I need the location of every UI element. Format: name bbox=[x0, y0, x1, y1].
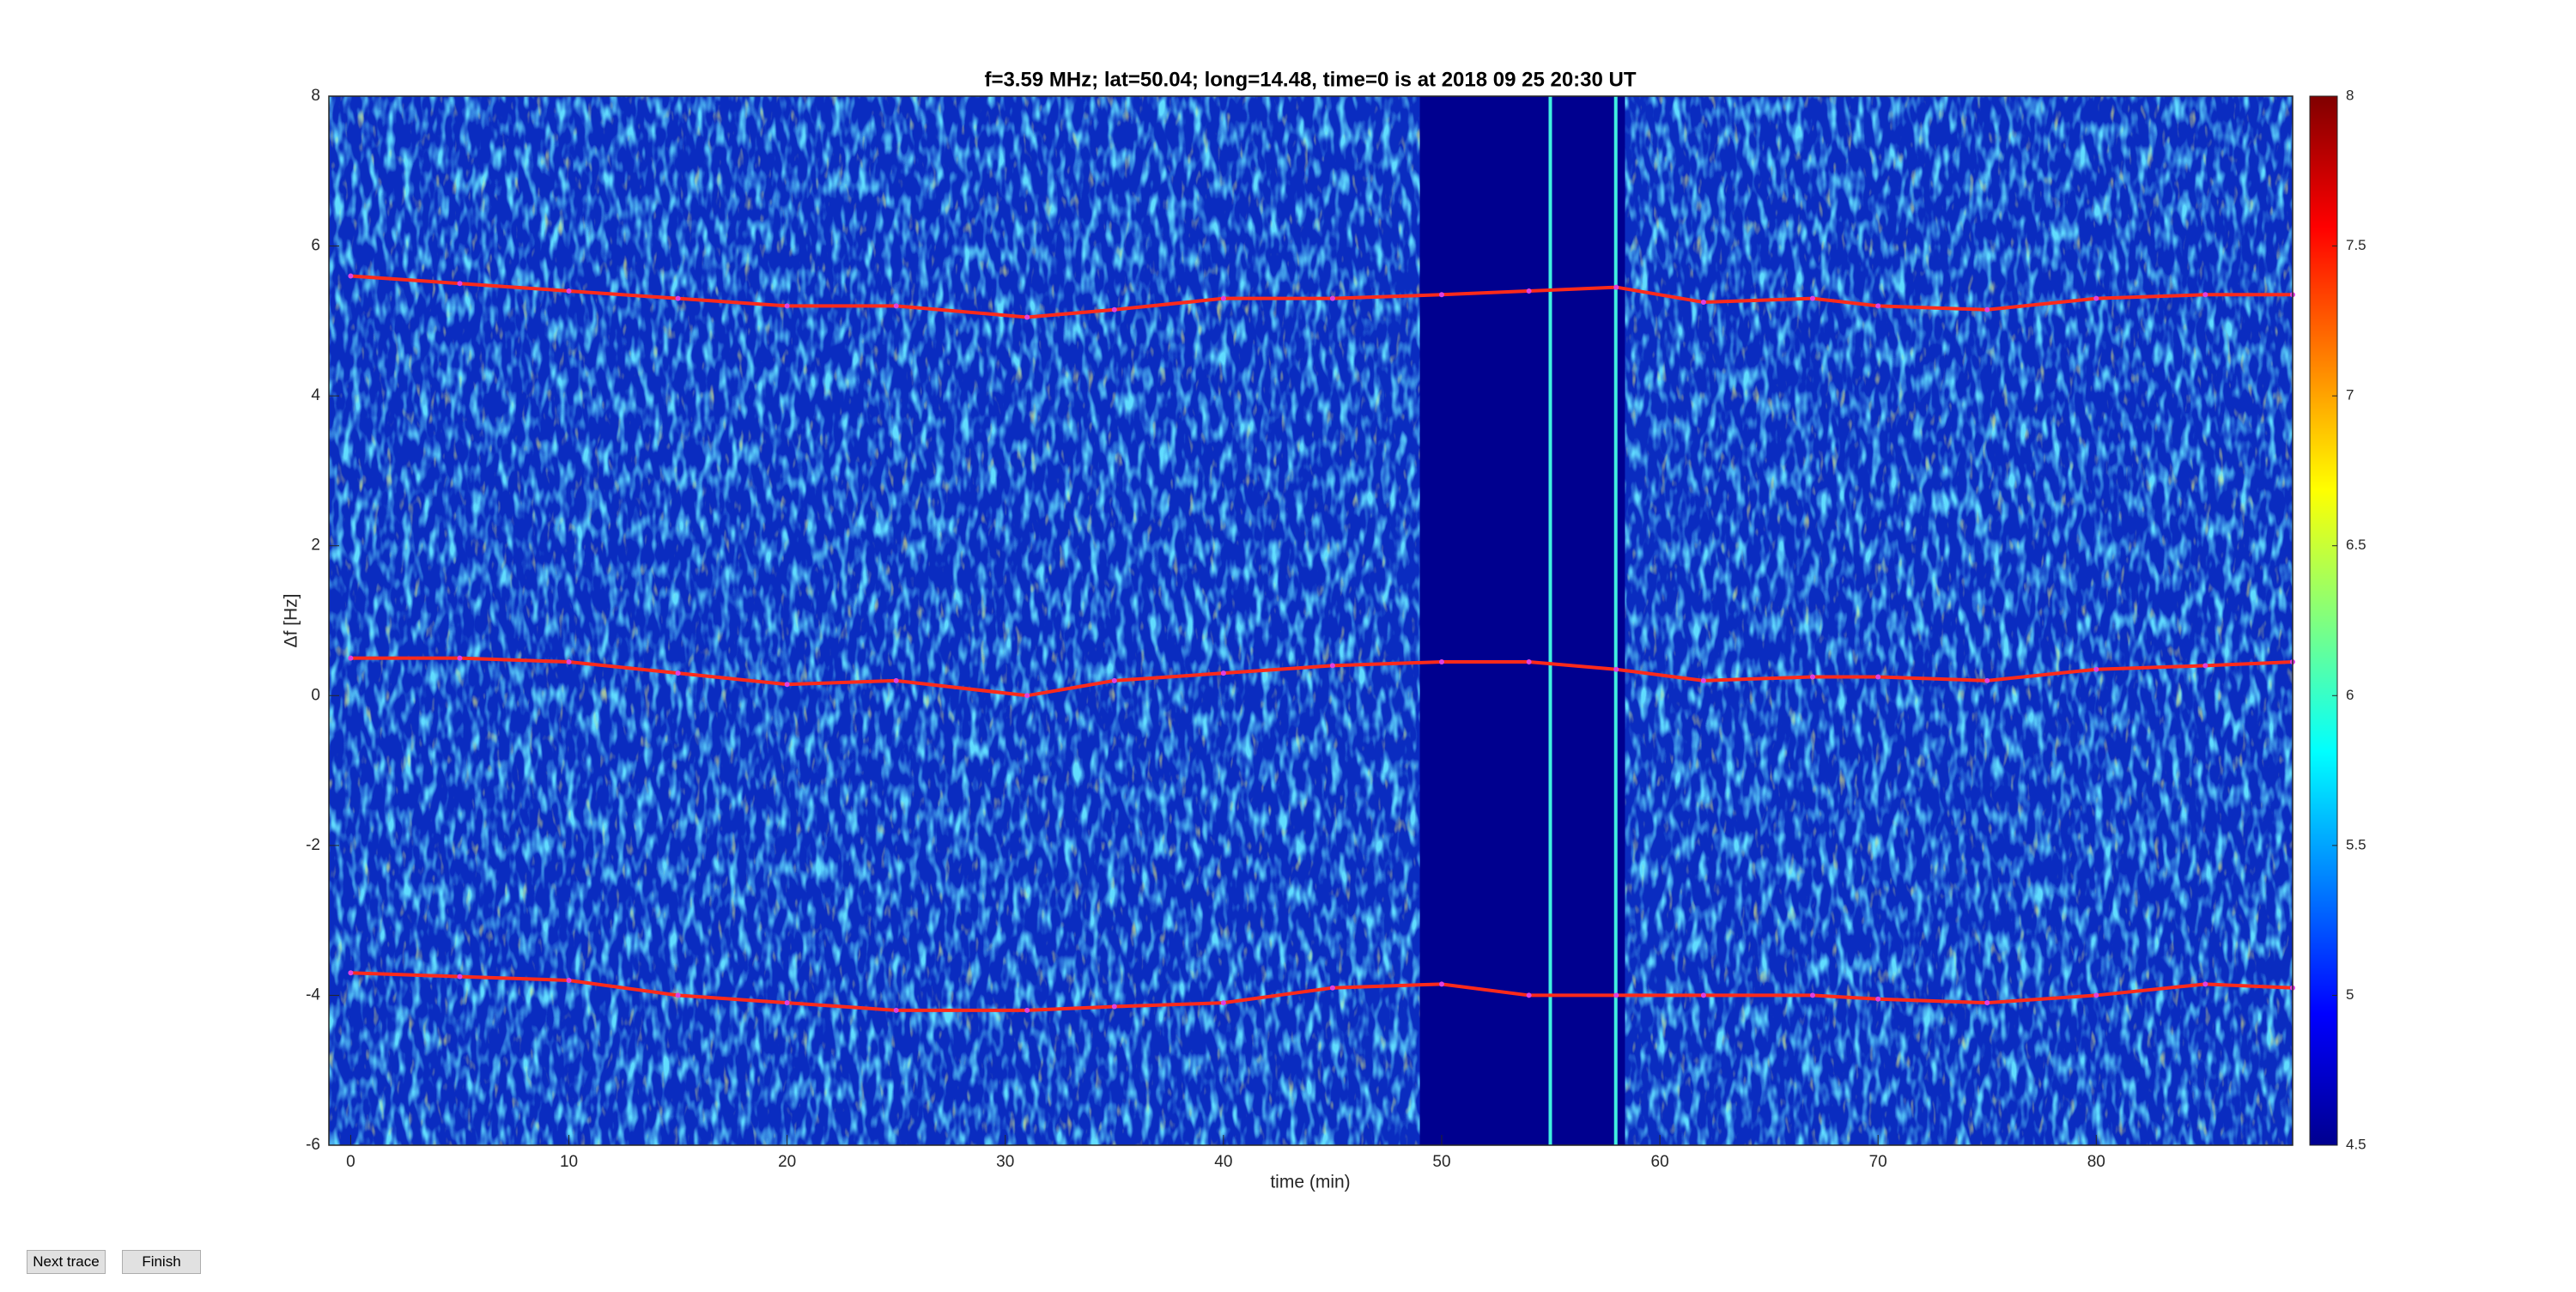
colorbar-tick-label: 5 bbox=[2346, 986, 2354, 1003]
trace-point bbox=[1329, 295, 1335, 301]
trace-point bbox=[1329, 985, 1335, 991]
y-tick-label: 8 bbox=[311, 87, 320, 105]
trace-point bbox=[2093, 295, 2099, 301]
trace-point bbox=[1526, 288, 1532, 294]
plot-frame bbox=[328, 95, 2293, 1146]
trace-point bbox=[457, 655, 463, 661]
trace-point bbox=[784, 303, 790, 309]
trace-point bbox=[1613, 666, 1619, 672]
x-axis-label: time (min) bbox=[1270, 1173, 1350, 1192]
x-tick-label: 50 bbox=[1432, 1153, 1450, 1171]
colorbar-tick-label: 4.5 bbox=[2346, 1136, 2366, 1152]
colorbar-tick-label: 6 bbox=[2346, 687, 2354, 703]
trace-point bbox=[893, 303, 899, 309]
trace-point bbox=[675, 992, 681, 998]
data-gap bbox=[1419, 96, 1625, 1145]
trace-point bbox=[2202, 663, 2208, 669]
colorbar-tick-label: 7.5 bbox=[2346, 237, 2366, 253]
trace-point bbox=[1613, 284, 1619, 290]
trace-point bbox=[1809, 992, 1815, 998]
chart-title: f=3.59 MHz; lat=50.04; long=14.48, time=… bbox=[984, 68, 1636, 91]
trace-point bbox=[1700, 992, 1706, 998]
trace-point bbox=[348, 273, 354, 279]
trace-point bbox=[1024, 314, 1030, 320]
spectrogram-noise bbox=[329, 96, 2293, 1145]
trace-point bbox=[1220, 295, 1226, 301]
x-tick-label: 0 bbox=[346, 1153, 355, 1171]
trace-point bbox=[1809, 674, 1815, 680]
trace-point bbox=[1111, 306, 1117, 312]
trace-point bbox=[1875, 996, 1881, 1002]
trace-point bbox=[1809, 295, 1815, 301]
trace-point bbox=[1875, 303, 1881, 309]
trace-point bbox=[893, 1007, 899, 1013]
x-tick-label: 70 bbox=[1869, 1153, 1887, 1171]
data-gap-stripe bbox=[1548, 96, 1552, 1145]
trace-point bbox=[2202, 292, 2208, 298]
y-axis-label: Δf [Hz] bbox=[282, 593, 301, 647]
trace-point bbox=[1700, 677, 1706, 683]
trace-point bbox=[1111, 677, 1117, 683]
trace-point bbox=[348, 655, 354, 661]
x-tick-label: 60 bbox=[1651, 1153, 1669, 1171]
trace-line bbox=[350, 656, 2293, 698]
trace-point bbox=[1220, 670, 1226, 676]
y-tick-label: 6 bbox=[311, 237, 320, 255]
trace-point bbox=[893, 677, 899, 683]
trace-point bbox=[1438, 981, 1444, 987]
trace-point bbox=[566, 288, 572, 294]
trace-point bbox=[1111, 1004, 1117, 1010]
trace-line bbox=[350, 274, 2293, 319]
trace-point bbox=[1613, 992, 1619, 998]
trace-point bbox=[1875, 674, 1881, 680]
y-tick-label: -2 bbox=[306, 836, 320, 854]
y-tick-label: 4 bbox=[311, 386, 320, 404]
colorbar-tick-label: 7 bbox=[2346, 387, 2354, 403]
colorbar-tick-label: 5.5 bbox=[2346, 836, 2366, 852]
trace-line bbox=[350, 971, 2293, 1012]
x-tick-label: 80 bbox=[2087, 1153, 2105, 1171]
y-tick-label: 2 bbox=[311, 537, 320, 555]
trace-point bbox=[2093, 992, 2099, 998]
trace-point bbox=[784, 682, 790, 688]
trace-point bbox=[1438, 292, 1444, 298]
y-tick-label: -6 bbox=[306, 1136, 320, 1154]
trace-point bbox=[1700, 300, 1706, 306]
trace-point bbox=[1984, 677, 1990, 683]
y-tick-label: -4 bbox=[306, 986, 320, 1004]
trace-point bbox=[675, 295, 681, 301]
y-tick-label: 0 bbox=[311, 686, 320, 704]
trace-point bbox=[675, 670, 681, 676]
trace-point bbox=[1984, 1000, 1990, 1006]
trace-point bbox=[784, 1000, 790, 1006]
colorbar-tick-label: 6.5 bbox=[2346, 537, 2366, 553]
colorbar-tick-label: 8 bbox=[2346, 87, 2354, 103]
figure: f=3.59 MHz; lat=50.04; long=14.48, time=… bbox=[282, 68, 2366, 1192]
trace-point bbox=[1526, 659, 1532, 665]
next-trace-button[interactable]: Next trace bbox=[27, 1250, 106, 1274]
finish-button[interactable]: Finish bbox=[122, 1250, 201, 1274]
trace-point bbox=[1220, 1000, 1226, 1006]
x-tick-label: 20 bbox=[778, 1153, 796, 1171]
trace-point bbox=[1024, 693, 1030, 699]
trace-point bbox=[1438, 659, 1444, 665]
trace-point bbox=[457, 974, 463, 980]
trace-point bbox=[2093, 666, 2099, 672]
trace-point bbox=[1024, 1007, 1030, 1013]
x-tick-label: 30 bbox=[996, 1153, 1014, 1171]
trace-point bbox=[457, 281, 463, 287]
trace-point bbox=[566, 977, 572, 983]
trace-point bbox=[2202, 981, 2208, 987]
trace-point bbox=[1526, 992, 1532, 998]
data-gap-stripe bbox=[1613, 96, 1618, 1145]
trace-point bbox=[348, 970, 354, 976]
x-tick-label: 40 bbox=[1214, 1153, 1232, 1171]
x-tick-label: 10 bbox=[560, 1153, 578, 1171]
trace-point bbox=[1329, 663, 1335, 669]
colorbar bbox=[2309, 95, 2338, 1146]
trace-point bbox=[566, 659, 572, 665]
trace-point bbox=[1984, 306, 1990, 312]
